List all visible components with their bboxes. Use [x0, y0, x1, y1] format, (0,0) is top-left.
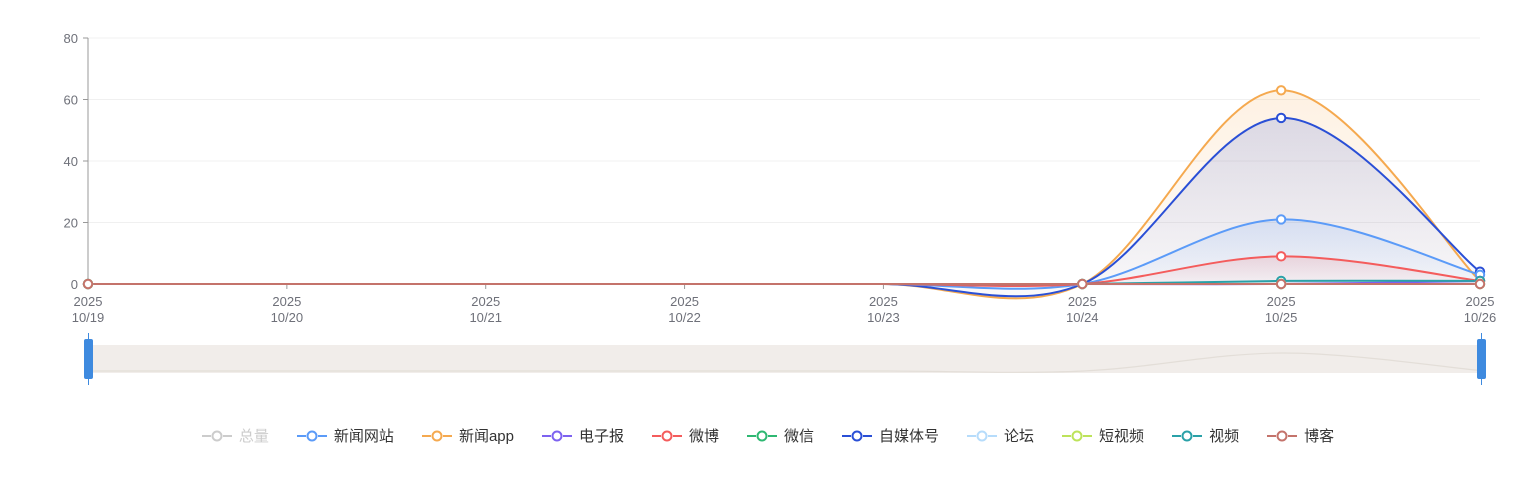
- legend-item-label: 微博: [688, 428, 719, 445]
- x-axis-tick-label-year: 2025: [1068, 294, 1097, 309]
- legend-item-0[interactable]: 总量: [201, 425, 269, 446]
- legend-item-6[interactable]: 自媒体号: [842, 425, 939, 446]
- legend-marker-icon: [296, 430, 327, 441]
- legend-marker-icon: [421, 430, 452, 441]
- legend-item-label: 博客: [1304, 428, 1335, 445]
- legend-item-label: 视频: [1209, 428, 1240, 445]
- series-point-marker[interactable]: [1077, 278, 1088, 290]
- legend-item-3[interactable]: 电子报: [541, 425, 624, 446]
- x-axis-tick-label-day: 10/22: [668, 310, 701, 325]
- x-axis-tick-label-day: 10/19: [72, 310, 105, 325]
- x-axis-tick-label-year: 2025: [74, 294, 103, 309]
- x-axis-tick-label-day: 10/23: [867, 310, 900, 325]
- legend-marker-icon: [1062, 430, 1093, 441]
- y-axis-tick-label: 40: [64, 154, 78, 169]
- y-axis-tick-label: 80: [64, 31, 78, 46]
- legend-item-1[interactable]: 新闻网站: [296, 425, 394, 446]
- data-zoom-handle-right[interactable]: [1477, 333, 1486, 385]
- x-axis-tick-label-day: 10/21: [469, 310, 502, 325]
- series-point-marker[interactable]: [1275, 85, 1287, 96]
- x-axis-tick-label-day: 10/25: [1265, 310, 1298, 325]
- legend-marker-icon: [842, 430, 873, 441]
- data-zoom-handle-left[interactable]: [84, 333, 93, 385]
- series-point-marker[interactable]: [1275, 112, 1287, 124]
- legend-item-label: 新闻app: [458, 428, 514, 445]
- legend-item-2[interactable]: 新闻app: [421, 425, 514, 446]
- legend-item-4[interactable]: 微博: [651, 425, 719, 446]
- legend-item-5[interactable]: 微信: [747, 425, 814, 446]
- y-axis-tick-label: 20: [64, 216, 78, 231]
- legend-marker-icon: [747, 430, 777, 441]
- series-area: [88, 117, 1480, 297]
- x-axis-tick-label-year: 2025: [272, 294, 301, 309]
- legend-item-8[interactable]: 短视频: [1062, 425, 1144, 446]
- legend-item-7[interactable]: 论坛: [967, 425, 1034, 446]
- legend-marker-icon: [541, 430, 572, 441]
- x-axis-tick-label-year: 2025: [1466, 294, 1495, 309]
- x-axis-tick-label-day: 10/20: [271, 310, 304, 325]
- x-axis-tick-label-year: 2025: [670, 294, 699, 309]
- x-axis-tick-label-year: 2025: [869, 294, 898, 309]
- legend-item-label: 微信: [784, 428, 815, 445]
- legend-item-label: 新闻网站: [333, 428, 394, 445]
- legend-marker-icon: [1172, 430, 1203, 441]
- legend-marker-icon: [1267, 430, 1298, 441]
- y-axis-tick-label: 60: [64, 93, 78, 108]
- legend-marker-icon: [651, 430, 682, 441]
- legend-item-label: 总量: [238, 428, 269, 445]
- legend-item-label: 论坛: [1004, 428, 1035, 445]
- legend-item-10[interactable]: 博客: [1267, 425, 1334, 446]
- y-axis-tick-label: 0: [71, 277, 78, 292]
- series-point-marker[interactable]: [1275, 278, 1287, 290]
- data-zoom-preview-line: [88, 352, 1482, 373]
- chart-plot-area: 020406080202510/19202510/20202510/212025…: [64, 31, 1497, 325]
- legend-item-9[interactable]: 视频: [1172, 425, 1239, 446]
- legend-item-label: 电子报: [578, 428, 624, 445]
- series-point-marker[interactable]: [1474, 278, 1486, 290]
- legend-marker-icon: [201, 430, 232, 441]
- data-zoom-selected-range[interactable]: [88, 345, 1482, 373]
- data-zoom-slider[interactable]: [84, 333, 1486, 385]
- x-axis-tick-label-day: 10/24: [1066, 310, 1099, 325]
- series-point-marker[interactable]: [1275, 214, 1287, 225]
- data-zoom-preview-curve: [88, 352, 1482, 373]
- x-axis-tick-label-day: 10/26: [1464, 310, 1497, 325]
- legend-marker-icon: [967, 430, 998, 441]
- x-axis-tick-label-year: 2025: [471, 294, 500, 309]
- series-point-marker[interactable]: [1275, 251, 1287, 262]
- x-axis-tick-label-year: 2025: [1267, 294, 1296, 309]
- legend-item-label: 短视频: [1099, 428, 1145, 445]
- chart-legend: 总量 新闻网站 新闻app 电子报 微博 微信 自媒体号 论坛 短视频 视频 博客: [0, 425, 1536, 446]
- legend-item-label: 自媒体号: [879, 428, 940, 445]
- series-point-marker[interactable]: [82, 278, 94, 290]
- series-area: [88, 219, 1480, 289]
